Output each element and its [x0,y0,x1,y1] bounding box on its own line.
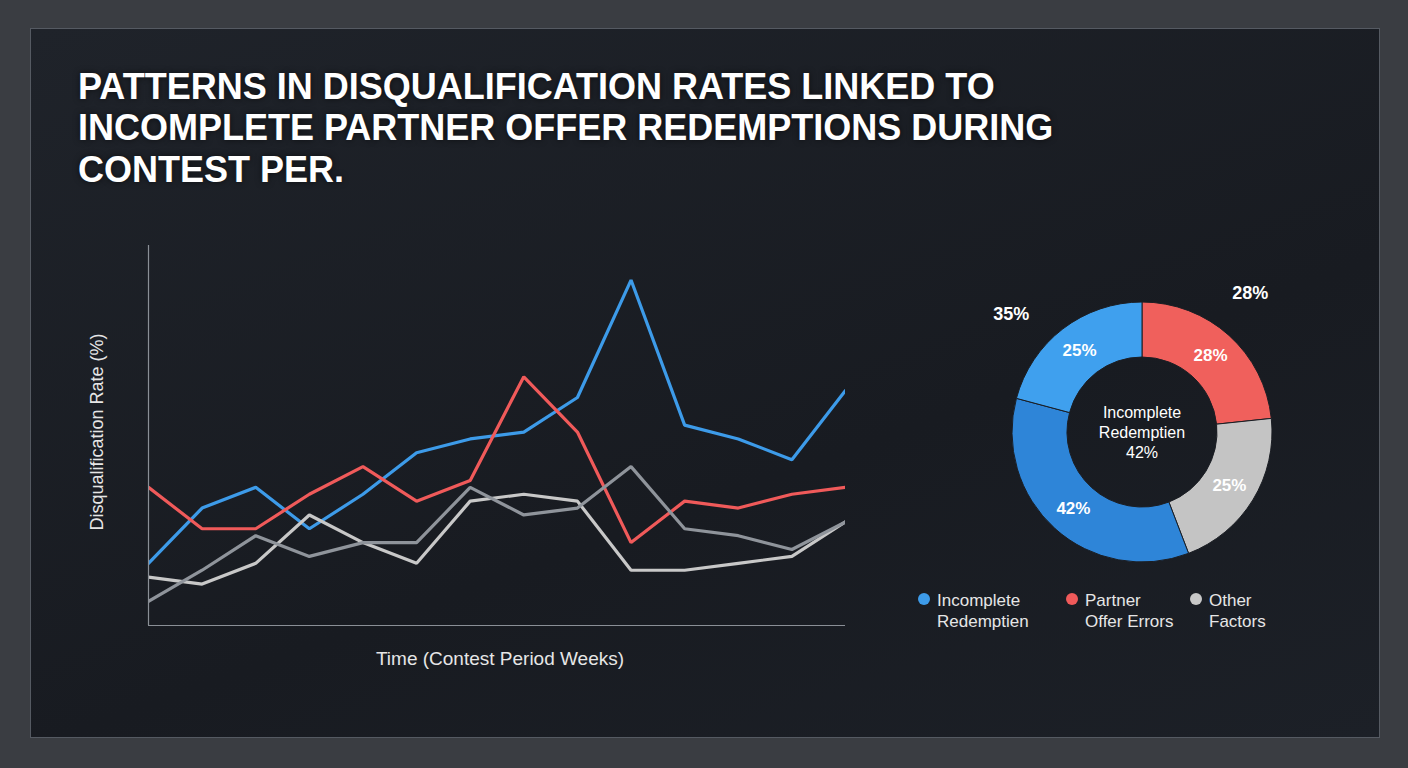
svg-text:IncompleteRedemptien42%: IncompleteRedemptien42% [1099,404,1185,461]
html-text:PATTERNS IN DISQUALIFICATION R: PATTERNS IN DISQUALIFICATION RATES LINKE… [78,66,1054,190]
svg-text:25%: 25% [1212,476,1246,495]
html-text:Incomplete Redemptien: Incomplete Redemptien [937,591,1029,632]
svg-text:28%: 28% [1232,283,1268,303]
svg-text:28%: 28% [1194,346,1228,365]
html-text:Disqualification Rate (%): Disqualification Rate (%) [86,333,107,531]
svg-text:35%: 35% [993,304,1029,324]
svg-text:25%: 25% [1063,341,1097,360]
svg-text:42%: 42% [1056,499,1090,518]
html-text:Partner Offer Errors: Partner Offer Errors [1085,591,1174,632]
html-text:Time (Contest Period Weeks): Time (Contest Period Weeks) [375,648,625,669]
html-text:Other Factors: Other Factors [1209,591,1266,632]
